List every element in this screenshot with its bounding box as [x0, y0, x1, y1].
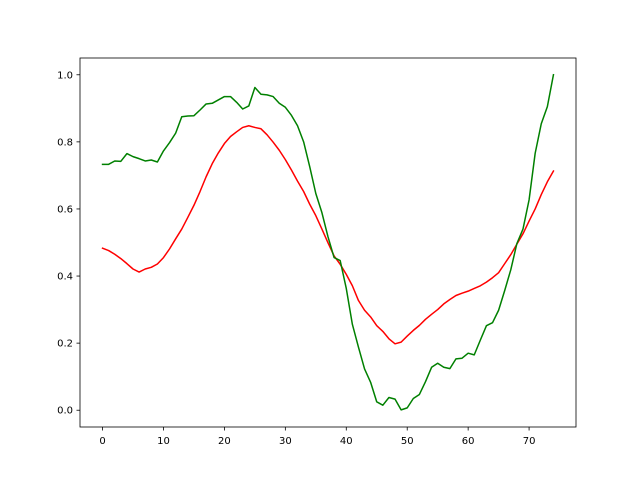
x-tick-label: 60: [462, 436, 475, 447]
y-tick-label: 1.0: [57, 70, 73, 81]
series-line-1: [101, 73, 555, 411]
y-axis-ticks: 0.0 0.2 0.4 0.6 0.8 1.0: [57, 70, 80, 417]
x-tick-label: 10: [157, 436, 170, 447]
x-tick-label: 0: [99, 436, 105, 447]
series-layer: [101, 73, 555, 411]
y-tick-label: 0.0: [57, 406, 73, 417]
x-tick-label: 20: [218, 436, 231, 447]
x-tick-label: 40: [340, 436, 353, 447]
x-tick-label: 30: [279, 436, 292, 447]
series-line-0: [101, 125, 555, 345]
y-tick-label: 0.2: [57, 339, 73, 350]
y-tick-label: 0.6: [57, 204, 73, 215]
y-tick-label: 0.8: [57, 137, 73, 148]
x-tick-label: 50: [401, 436, 414, 447]
x-tick-label: 70: [523, 436, 536, 447]
y-tick-label: 0.4: [57, 272, 73, 283]
x-axis-ticks: 0 10 20 30 40 50 60 70: [99, 427, 535, 447]
plot-frame: [79, 57, 577, 428]
